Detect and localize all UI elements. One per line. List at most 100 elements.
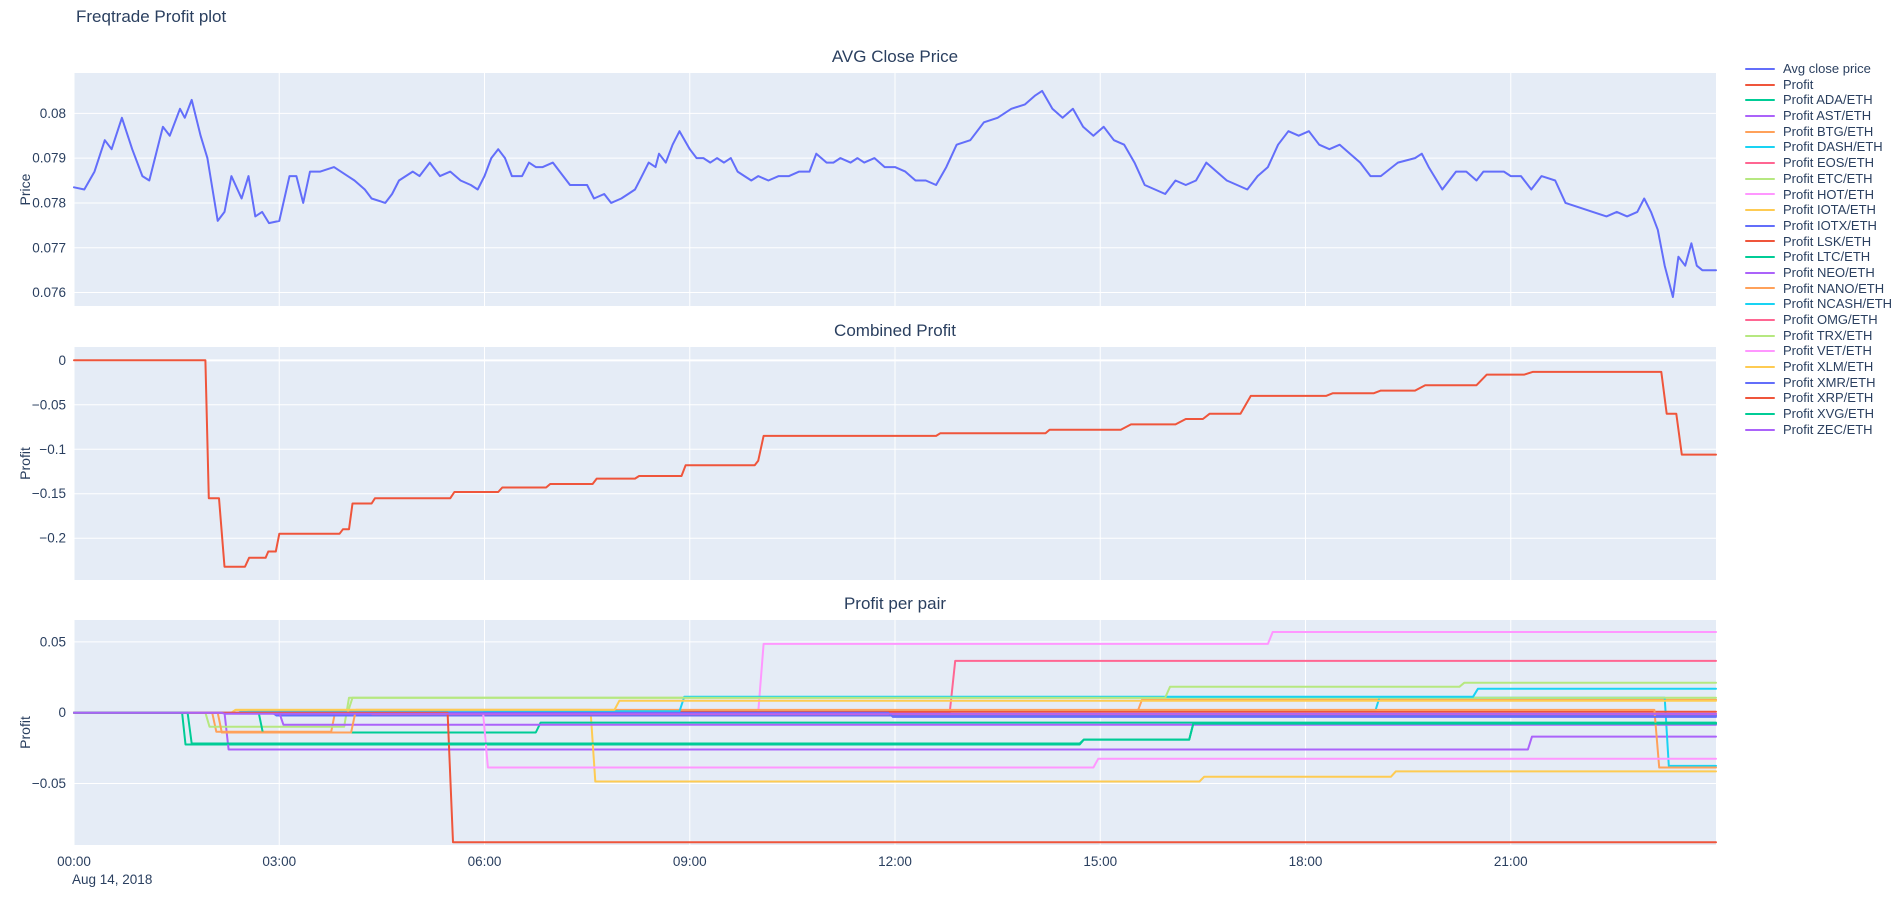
legend-swatch bbox=[1745, 365, 1775, 368]
legend-label: Profit AST/ETH bbox=[1783, 108, 1872, 124]
page-title: Freqtrade Profit plot bbox=[76, 7, 227, 26]
legend-swatch bbox=[1745, 114, 1775, 117]
legend-swatch bbox=[1745, 318, 1775, 321]
legend-label: Profit HOT/ETH bbox=[1783, 186, 1875, 202]
y-tick-label: 0.05 bbox=[40, 634, 66, 649]
legend-item-profit-xmr-eth[interactable]: Profit XMR/ETH bbox=[1745, 375, 1892, 391]
legend-swatch bbox=[1745, 240, 1775, 243]
legend-swatch bbox=[1745, 83, 1775, 86]
legend-item-profit-btg-eth[interactable]: Profit BTG/ETH bbox=[1745, 124, 1892, 140]
legend-label: Profit TRX/ETH bbox=[1783, 327, 1873, 343]
y-tick-label: 0 bbox=[58, 353, 66, 368]
legend-item-profit-ncash-eth[interactable]: Profit NCASH/ETH bbox=[1745, 296, 1892, 312]
legend-label: Profit LSK/ETH bbox=[1783, 233, 1872, 249]
legend-swatch bbox=[1745, 381, 1775, 384]
legend-item-profit-eos-eth[interactable]: Profit EOS/ETH bbox=[1745, 155, 1892, 171]
legend-item-avg-close-price[interactable]: Avg close price bbox=[1745, 61, 1892, 77]
legend-label: Profit ETC/ETH bbox=[1783, 170, 1873, 186]
series-profit bbox=[73, 359, 1717, 568]
y-tick-label: −0.15 bbox=[32, 486, 66, 501]
legend-label: Profit OMG/ETH bbox=[1783, 312, 1878, 327]
x-tick-label: 18:00 bbox=[1289, 854, 1323, 869]
y-tick-label: 0.076 bbox=[32, 285, 66, 300]
series-avg-close-price bbox=[73, 89, 1717, 298]
legend-swatch bbox=[1745, 193, 1775, 196]
x-tick-label: 12:00 bbox=[878, 854, 912, 869]
legend-swatch bbox=[1745, 177, 1775, 180]
y-tick-label: 0.078 bbox=[32, 195, 66, 210]
legend-label: Profit IOTA/ETH bbox=[1783, 202, 1876, 218]
legend-swatch bbox=[1745, 224, 1775, 227]
legend-label: Profit bbox=[1783, 76, 1814, 92]
x-tick-label: 21:00 bbox=[1494, 854, 1528, 869]
panel-title: Combined Profit bbox=[834, 321, 956, 340]
legend-swatch bbox=[1745, 271, 1775, 274]
legend-swatch bbox=[1745, 256, 1775, 259]
legend-item-profit-xlm-eth[interactable]: Profit XLM/ETH bbox=[1745, 359, 1892, 375]
legend: Avg close price Profit Profit ADA/ETH Profi… bbox=[1745, 61, 1892, 438]
series-profit-xvg-eth bbox=[73, 711, 1717, 745]
legend-item-profit-xrp-eth[interactable]: Profit XRP/ETH bbox=[1745, 390, 1892, 406]
legend-item-profit-lsk-eth[interactable]: Profit LSK/ETH bbox=[1745, 234, 1892, 250]
legend-label: Profit DASH/ETH bbox=[1783, 139, 1883, 155]
legend-swatch bbox=[1745, 209, 1775, 212]
x-tick-label: 06:00 bbox=[468, 854, 502, 869]
legend-item-profit-etc-eth[interactable]: Profit ETC/ETH bbox=[1745, 171, 1892, 187]
x-tick-label: 03:00 bbox=[262, 854, 296, 869]
y-tick-label: 0.079 bbox=[32, 151, 66, 166]
y-tick-label: −0.05 bbox=[32, 397, 66, 412]
legend-swatch bbox=[1745, 397, 1775, 400]
legend-item-profit-nano-eth[interactable]: Profit NANO/ETH bbox=[1745, 281, 1892, 297]
legend-swatch bbox=[1745, 99, 1775, 102]
legend-item-profit-vet-eth[interactable]: Profit VET/ETH bbox=[1745, 343, 1892, 359]
legend-label: Profit LTC/ETH bbox=[1783, 249, 1871, 265]
legend-item-profit[interactable]: Profit bbox=[1745, 77, 1892, 93]
legend-label: Profit NEO/ETH bbox=[1783, 264, 1875, 280]
legend-label: Profit BTG/ETH bbox=[1783, 123, 1874, 139]
x-tick-label: 15:00 bbox=[1083, 854, 1117, 869]
legend-item-profit-xvg-eth[interactable]: Profit XVG/ETH bbox=[1745, 406, 1892, 422]
y-axis-title: Price bbox=[17, 173, 33, 205]
y-tick-label: 0 bbox=[58, 705, 66, 720]
panel-title: AVG Close Price bbox=[832, 47, 958, 66]
legend-label: Profit ZEC/ETH bbox=[1783, 421, 1873, 437]
y-axis-title: Profit bbox=[17, 716, 33, 749]
legend-swatch bbox=[1745, 146, 1775, 149]
legend-label: Profit VET/ETH bbox=[1783, 343, 1872, 359]
legend-swatch bbox=[1745, 428, 1775, 431]
y-tick-label: 0.077 bbox=[32, 240, 66, 255]
y-axis-title: Profit bbox=[17, 447, 33, 480]
legend-label: Profit IOTX/ETH bbox=[1783, 217, 1877, 233]
legend-label: Avg close price bbox=[1783, 61, 1871, 76]
legend-swatch bbox=[1745, 350, 1775, 353]
legend-item-profit-iota-eth[interactable]: Profit IOTA/ETH bbox=[1745, 202, 1892, 218]
legend-item-profit-ltc-eth[interactable]: Profit LTC/ETH bbox=[1745, 249, 1892, 265]
x-tick-label: 00:00 bbox=[57, 854, 91, 869]
legend-label: Profit NCASH/ETH bbox=[1783, 296, 1893, 312]
legend-swatch bbox=[1745, 67, 1775, 70]
legend-swatch bbox=[1745, 412, 1775, 415]
legend-item-profit-omg-eth[interactable]: Profit OMG/ETH bbox=[1745, 312, 1892, 328]
series-profit-zec-eth bbox=[73, 711, 1717, 715]
legend-item-profit-trx-eth[interactable]: Profit TRX/ETH bbox=[1745, 328, 1892, 344]
legend-label: Profit XLM/ETH bbox=[1783, 359, 1874, 375]
legend-item-profit-iotx-eth[interactable]: Profit IOTX/ETH bbox=[1745, 218, 1892, 234]
series-profit-xrp-eth bbox=[73, 711, 1717, 844]
legend-item-profit-zec-eth[interactable]: Profit ZEC/ETH bbox=[1745, 422, 1892, 438]
legend-item-profit-ada-eth[interactable]: Profit ADA/ETH bbox=[1745, 92, 1892, 108]
legend-item-profit-ast-eth[interactable]: Profit AST/ETH bbox=[1745, 108, 1892, 124]
legend-swatch bbox=[1745, 303, 1775, 306]
legend-item-profit-dash-eth[interactable]: Profit DASH/ETH bbox=[1745, 139, 1892, 155]
legend-label: Profit XMR/ETH bbox=[1783, 374, 1876, 390]
legend-swatch bbox=[1745, 130, 1775, 133]
legend-label: Profit XVG/ETH bbox=[1783, 406, 1875, 422]
y-tick-label: −0.2 bbox=[39, 531, 66, 546]
y-tick-label: −0.05 bbox=[32, 776, 66, 791]
legend-item-profit-neo-eth[interactable]: Profit NEO/ETH bbox=[1745, 265, 1892, 281]
legend-item-profit-hot-eth[interactable]: Profit HOT/ETH bbox=[1745, 187, 1892, 203]
legend-label: Profit NANO/ETH bbox=[1783, 280, 1885, 296]
x-axis-date-label: Aug 14, 2018 bbox=[72, 872, 152, 887]
legend-label: Profit XRP/ETH bbox=[1783, 390, 1874, 406]
